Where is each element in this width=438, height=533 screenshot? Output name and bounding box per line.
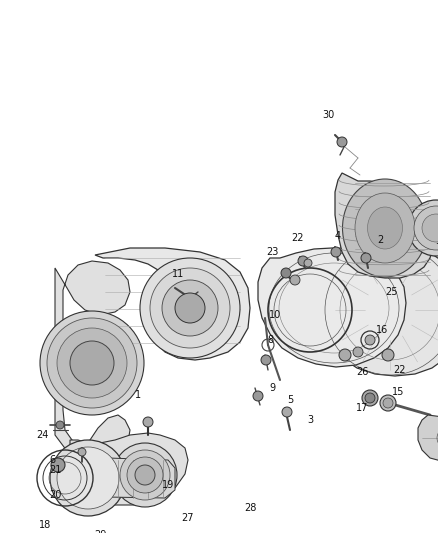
Circle shape bbox=[143, 417, 153, 427]
Circle shape bbox=[382, 349, 394, 361]
Polygon shape bbox=[95, 248, 250, 360]
Text: 19: 19 bbox=[162, 480, 174, 490]
Circle shape bbox=[175, 293, 205, 323]
Text: 1: 1 bbox=[135, 390, 141, 400]
Polygon shape bbox=[258, 248, 406, 367]
Text: 5: 5 bbox=[287, 395, 293, 405]
Text: 2: 2 bbox=[377, 235, 383, 245]
Polygon shape bbox=[70, 433, 188, 505]
Circle shape bbox=[40, 311, 144, 415]
Circle shape bbox=[353, 347, 363, 357]
Text: 15: 15 bbox=[392, 387, 404, 397]
Circle shape bbox=[127, 457, 163, 493]
Circle shape bbox=[162, 280, 218, 336]
Text: 17: 17 bbox=[356, 403, 368, 413]
Circle shape bbox=[78, 448, 86, 456]
Circle shape bbox=[120, 450, 170, 500]
Text: 23: 23 bbox=[266, 247, 278, 257]
Ellipse shape bbox=[343, 179, 427, 277]
Circle shape bbox=[150, 268, 230, 348]
Text: 26: 26 bbox=[356, 367, 368, 377]
Circle shape bbox=[380, 395, 396, 411]
Circle shape bbox=[140, 258, 240, 358]
Text: 21: 21 bbox=[49, 465, 61, 475]
Circle shape bbox=[261, 355, 271, 365]
Text: 11: 11 bbox=[172, 269, 184, 279]
Circle shape bbox=[361, 253, 371, 263]
Circle shape bbox=[362, 390, 378, 406]
Text: 29: 29 bbox=[94, 530, 106, 533]
Circle shape bbox=[290, 275, 300, 285]
Circle shape bbox=[281, 268, 291, 278]
Circle shape bbox=[383, 398, 393, 408]
Ellipse shape bbox=[355, 193, 415, 263]
Circle shape bbox=[304, 259, 312, 267]
Circle shape bbox=[298, 256, 308, 266]
Circle shape bbox=[57, 328, 127, 398]
Circle shape bbox=[414, 206, 438, 250]
Text: 16: 16 bbox=[376, 325, 388, 335]
Text: 25: 25 bbox=[386, 287, 398, 297]
Polygon shape bbox=[318, 245, 438, 376]
Circle shape bbox=[365, 393, 375, 403]
Polygon shape bbox=[55, 261, 130, 462]
Ellipse shape bbox=[367, 207, 403, 249]
Circle shape bbox=[50, 440, 126, 516]
Circle shape bbox=[408, 200, 438, 256]
Circle shape bbox=[339, 349, 351, 361]
Circle shape bbox=[135, 465, 155, 485]
Circle shape bbox=[47, 318, 137, 408]
Circle shape bbox=[282, 407, 292, 417]
Text: 4: 4 bbox=[335, 231, 341, 241]
Text: 27: 27 bbox=[182, 513, 194, 523]
Circle shape bbox=[70, 341, 114, 385]
Circle shape bbox=[365, 335, 375, 345]
Text: 22: 22 bbox=[394, 365, 406, 375]
Text: 8: 8 bbox=[267, 335, 273, 345]
Circle shape bbox=[253, 391, 263, 401]
Text: 6: 6 bbox=[49, 455, 55, 465]
Text: 7: 7 bbox=[435, 243, 438, 253]
Polygon shape bbox=[335, 173, 433, 278]
Text: 30: 30 bbox=[322, 110, 334, 120]
Polygon shape bbox=[418, 415, 438, 462]
Text: 9: 9 bbox=[269, 383, 275, 393]
Circle shape bbox=[331, 247, 341, 257]
Text: 22: 22 bbox=[292, 233, 304, 243]
Circle shape bbox=[113, 443, 177, 507]
Circle shape bbox=[51, 458, 65, 472]
Text: 10: 10 bbox=[269, 310, 281, 320]
Text: 20: 20 bbox=[49, 490, 61, 500]
Text: 18: 18 bbox=[39, 520, 51, 530]
Text: 28: 28 bbox=[244, 503, 256, 513]
Circle shape bbox=[56, 421, 64, 429]
Circle shape bbox=[337, 137, 347, 147]
Polygon shape bbox=[92, 458, 175, 498]
Circle shape bbox=[422, 214, 438, 242]
Circle shape bbox=[57, 447, 119, 509]
Text: 3: 3 bbox=[307, 415, 313, 425]
Text: 24: 24 bbox=[36, 430, 48, 440]
